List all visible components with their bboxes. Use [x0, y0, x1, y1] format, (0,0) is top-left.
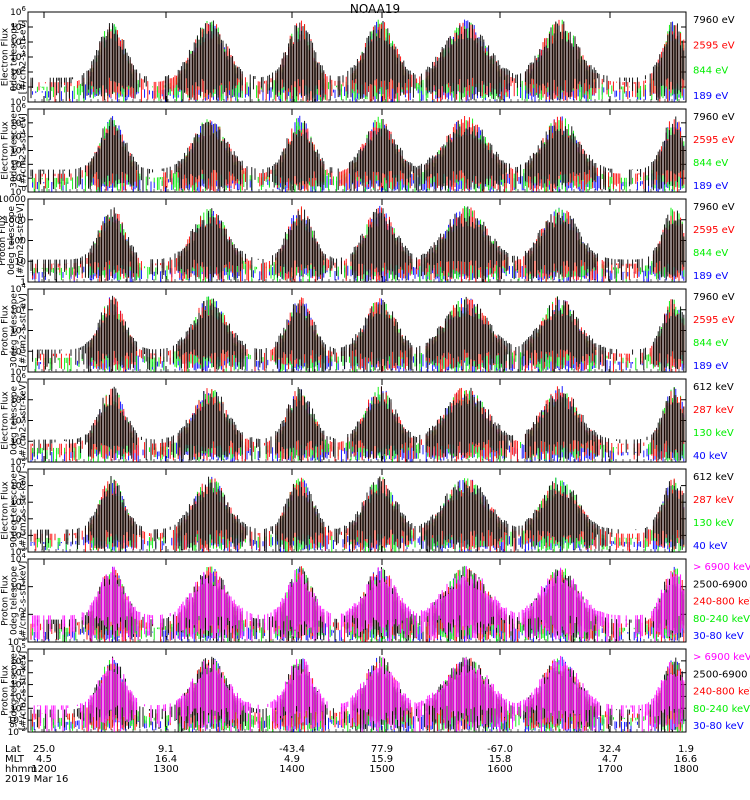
data-traces: [30, 115, 685, 192]
legend-entry: 7960 eV: [693, 202, 735, 213]
panel-2: 100101102103104105106TEDElectron Flux30d…: [0, 102, 735, 198]
legend-entry: 2595 eV: [693, 40, 735, 51]
legend-entry: 189 eV: [693, 361, 728, 372]
y-axis-label: TEDProton Flux30deg telescope[#/cm2-s-st…: [0, 293, 29, 368]
legend-entry: 2595 eV: [693, 315, 735, 326]
data-traces: [30, 205, 685, 282]
panel-4: 100101102103104TEDProton Flux30deg teles…: [0, 282, 735, 378]
legend-entry: 189 eV: [693, 271, 728, 282]
data-traces: [32, 295, 685, 372]
legend-entry: 7960 eV: [693, 112, 735, 123]
legend-entry: 844 eV: [693, 66, 728, 77]
y-tick-label: 10000: [0, 195, 26, 205]
legend-entry: 7960 eV: [693, 15, 735, 26]
panel-1: 100101102103104105106TEDElectron Flux0de…: [0, 5, 735, 108]
legend-entry: 844 eV: [693, 338, 728, 349]
legend-entry: 844 eV: [693, 248, 728, 259]
y-axis-label: Proton Flux0deg telescope[#/cm2-s-str-eV…: [0, 203, 26, 278]
y-tick-label: 1000: [3, 216, 26, 226]
legend-entry: 189 eV: [693, 91, 728, 102]
y-tick-label: 100: [9, 237, 26, 247]
legend-entry: 189 eV: [693, 181, 728, 192]
y-tick-label: 104: [10, 282, 26, 295]
legend-entry: 844 eV: [693, 158, 728, 169]
y-tick-label: 106: [10, 5, 26, 18]
legend-entry: 7960 eV: [693, 292, 735, 303]
y-tick-label: 10: [15, 257, 27, 267]
legend-entry: 2595 eV: [693, 225, 735, 236]
y-axis-label: TEDElectron Flux30deg telescope[#/cm2-s-…: [0, 113, 29, 188]
y-axis-label: TEDElectron Flux0deg telescope[#/cm2-s-s…: [0, 20, 29, 95]
data-traces: [30, 19, 685, 102]
legend-entry: 2595 eV: [693, 135, 735, 146]
y-tick-label: 1: [20, 278, 26, 288]
